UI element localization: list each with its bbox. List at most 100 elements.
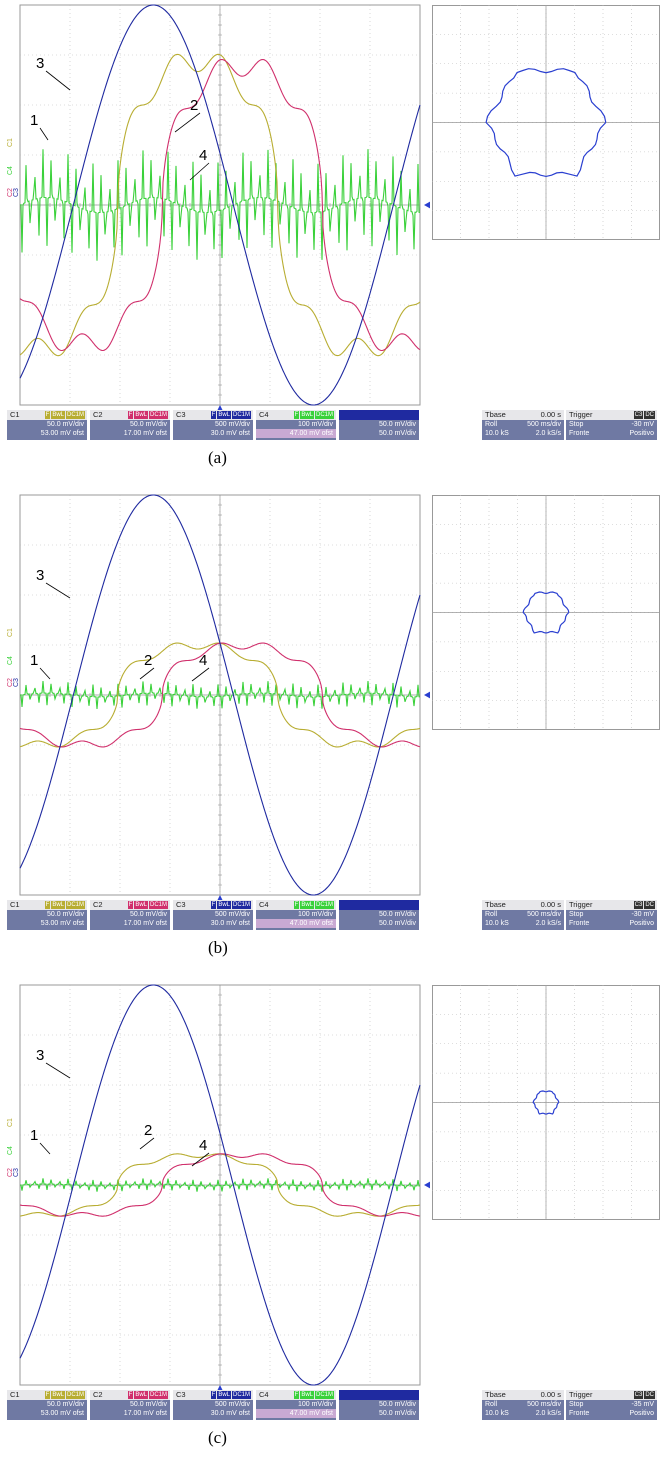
channel-box-header: C1 F BwL DC1M <box>7 410 87 420</box>
channel-name: C3 <box>176 900 186 909</box>
timebase-row: Roll 500 ms/div <box>482 420 564 429</box>
channel-marker-ch1: C1 <box>7 138 14 147</box>
trigger-tag: DC <box>644 901 655 909</box>
channel-box-C4[interactable]: C4 F BwL DC1M 100 mV/div 47.00 mV ofst <box>256 900 336 930</box>
channel-box-header: C1 F BwL DC1M <box>7 900 87 910</box>
trigger-tags: C3 DC <box>633 901 655 909</box>
timebase-box[interactable]: Tbase 0.00 s Roll 500 ms/div 10.0 kS 2.0 kS/s <box>482 900 564 930</box>
channel-tag: DC1M <box>314 1391 334 1399</box>
xy-trace <box>532 1090 560 1115</box>
channel-tag: DC1M <box>314 901 334 909</box>
xy-plot <box>432 5 660 240</box>
xy-plot <box>432 495 660 730</box>
scope-panel: C1 C4 C2 C3 3 1 2 4 C1 F BwL DC1M 50.0 mV/div 53.00 m… <box>0 490 660 980</box>
channel-box-math[interactable]: 50.0 mV/div 50.0 mV/div <box>339 900 419 930</box>
channel-offset: 47.00 mV ofst <box>256 429 336 438</box>
timebase-row: Roll 500 ms/div <box>482 910 564 919</box>
channel-tags: F BwL DC1M <box>210 901 251 909</box>
channel-tag: DC1M <box>231 411 251 419</box>
channel-name: C4 <box>259 900 269 909</box>
channel-scale: 500 mV/div <box>214 421 250 428</box>
trigger-box[interactable]: Trigger C3 DC Stop -30 mV Fronte Positivo <box>566 410 657 440</box>
channel-name: C2 <box>93 1390 103 1399</box>
trigger-position-marker <box>217 895 223 900</box>
channel-tag: BwL <box>134 411 148 419</box>
channel-box-C3[interactable]: C3 F BwL DC1M 500 mV/div 30.0 mV ofst <box>173 900 253 930</box>
channel-box-header: C3 F BwL DC1M <box>173 1390 253 1400</box>
trigger-tags: C3 DC <box>633 411 655 419</box>
channel-name: C2 <box>93 900 103 909</box>
channel-box-C3[interactable]: C3 F BwL DC1M 500 mV/div 30.0 mV ofst <box>173 1390 253 1420</box>
timebase-key: Roll <box>485 421 498 428</box>
channel-box-C1[interactable]: C1 F BwL DC1M 50.0 mV/div 53.00 mV ofst <box>7 1390 87 1420</box>
channel-tag: F <box>210 411 217 419</box>
trigger-tag: C3 <box>633 901 644 909</box>
channel-scale: 100 mV/div <box>297 421 333 428</box>
channel-box-C1[interactable]: C1 F BwL DC1M 50.0 mV/div 53.00 mV ofst <box>7 410 87 440</box>
channel-offset: 30.0 mV ofst <box>210 430 250 437</box>
timebase-key: Roll <box>485 911 498 918</box>
channel-box-C2[interactable]: C2 F BwL DC1M 50.0 mV/div 17.00 mV ofst <box>90 1390 170 1420</box>
timebase-box[interactable]: Tbase 0.00 s Roll 500 ms/div 10.0 kS 2.0 kS/s <box>482 410 564 440</box>
trigger-header: Trigger C3 DC <box>566 1390 657 1400</box>
channel-box-math[interactable]: 50.0 mV/div 50.0 mV/div <box>339 410 419 440</box>
channel-tag: F <box>44 411 51 419</box>
channel-marker-ch4: C4 <box>7 166 14 175</box>
channel-tag: F <box>127 411 134 419</box>
channel-tag: F <box>293 1391 300 1399</box>
channel-name: C4 <box>259 1390 269 1399</box>
trigger-tag: DC <box>644 411 655 419</box>
channel-scale: 500 mV/div <box>214 1401 250 1408</box>
channel-offset: 50.0 mV/div <box>379 430 416 437</box>
trigger-key: Stop <box>569 911 584 918</box>
channel-box-math[interactable]: 50.0 mV/div 50.0 mV/div <box>339 1390 419 1420</box>
trigger-label: Trigger <box>569 900 593 909</box>
series-line-4 <box>19 149 421 261</box>
channel-scale: 50.0 mV/div <box>379 911 416 918</box>
channel-tag: F <box>210 901 217 909</box>
trigger-val: Positivo <box>629 920 654 927</box>
channel-tag: BwL <box>134 901 148 909</box>
channel-box-header <box>339 900 419 910</box>
trigger-row: Fronte Positivo <box>566 919 657 928</box>
trigger-row: Stop -30 mV <box>566 910 657 919</box>
channel-tags: F BwL DC1M <box>210 1391 251 1399</box>
timebase-val: 2.0 kS/s <box>535 430 561 437</box>
channel-tags: F BwL DC1M <box>293 901 334 909</box>
channel-offset: 50.0 mV/div <box>379 920 416 927</box>
trigger-label: Trigger <box>569 1390 593 1399</box>
channel-scale: 50.0 mV/div <box>130 1401 167 1408</box>
channel-scale: 50.0 mV/div <box>47 421 84 428</box>
timebase-label: Tbase <box>485 900 506 909</box>
trigger-row: Fronte Positivo <box>566 1409 657 1418</box>
series-label-2: 2 <box>144 652 152 669</box>
timebase-box[interactable]: Tbase 0.00 s Roll 500 ms/div 10.0 kS 2.0 kS/s <box>482 1390 564 1420</box>
timebase-row: 10.0 kS 2.0 kS/s <box>482 429 564 438</box>
channel-box-C2[interactable]: C2 F BwL DC1M 50.0 mV/div 17.00 mV ofst <box>90 900 170 930</box>
channel-box-C1[interactable]: C1 F BwL DC1M 50.0 mV/div 53.00 mV ofst <box>7 900 87 930</box>
channel-box-C4[interactable]: C4 F BwL DC1M 100 mV/div 47.00 mV ofst <box>256 410 336 440</box>
trigger-key: Fronte <box>569 1410 590 1417</box>
channel-box-C3[interactable]: C3 F BwL DC1M 500 mV/div 30.0 mV ofst <box>173 410 253 440</box>
channel-tag: BwL <box>300 411 314 419</box>
series-label-4: 4 <box>199 147 207 164</box>
channel-marker-ch3: C3 <box>13 188 20 197</box>
channel-scale: 50.0 mV/div <box>47 1401 84 1408</box>
panel-caption: (a) <box>208 448 227 467</box>
channel-box-header: C4 F BwL DC1M <box>256 410 336 420</box>
trigger-box[interactable]: Trigger C3 DC Stop -30 mV Fronte Positivo <box>566 900 657 930</box>
channel-scale: 50.0 mV/div <box>379 1401 416 1408</box>
series-label-3: 3 <box>36 567 44 584</box>
channel-box-C4[interactable]: C4 F BwL DC1M 100 mV/div 47.00 mV ofst <box>256 1390 336 1420</box>
trigger-box[interactable]: Trigger C3 DC Stop -35 mV Fronte Positivo <box>566 1390 657 1420</box>
channel-tags: F BwL DC1M <box>44 901 85 909</box>
timebase-label: Tbase <box>485 410 506 419</box>
series-line-4 <box>19 680 421 709</box>
series-line-2 <box>19 1153 421 1217</box>
channel-offset: 53.00 mV ofst <box>40 430 84 437</box>
channel-box-header: C3 F BwL DC1M <box>173 410 253 420</box>
channel-box-C2[interactable]: C2 F BwL DC1M 50.0 mV/div 17.00 mV ofst <box>90 410 170 440</box>
